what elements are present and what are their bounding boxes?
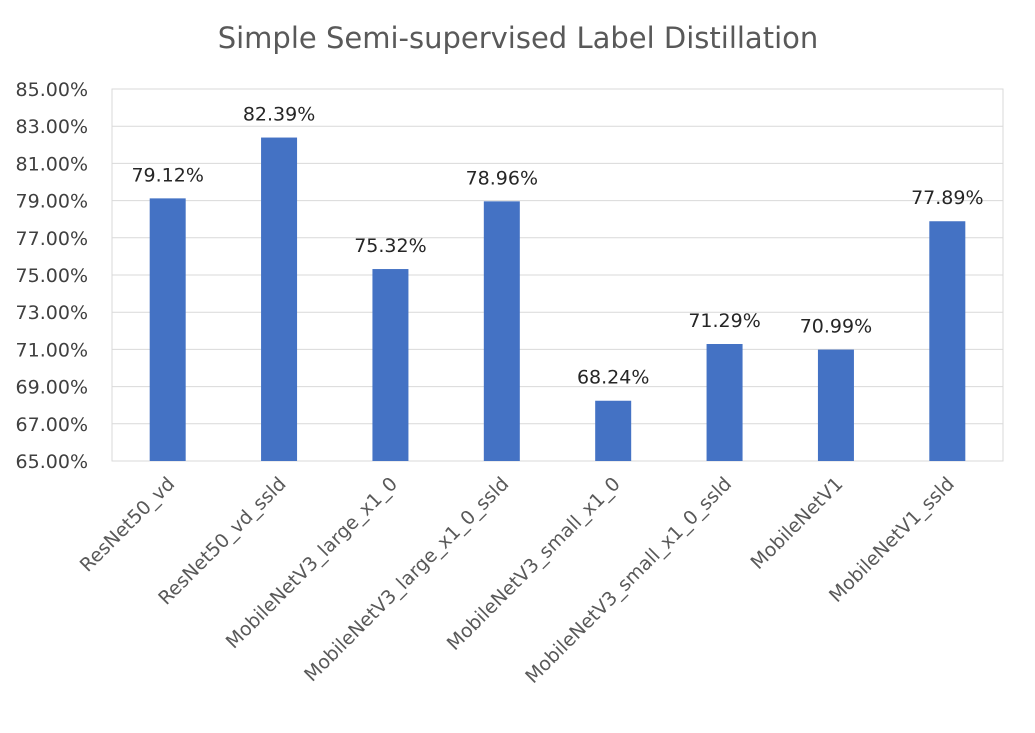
category-label: MobileNetV3_large_x1_0_ssld (300, 473, 513, 686)
data-label: 71.29% (688, 310, 760, 332)
chart-title: Simple Semi-supervised Label Distillatio… (218, 21, 819, 55)
data-labels: 79.12% 82.39% 75.32% 78.96% 68.24% 71.29% 70.9… (131, 104, 983, 389)
category-label: MobileNetV3_small_x1_0_ssld (521, 473, 736, 688)
data-label: 70.99% (800, 316, 872, 338)
y-tick-label: 79.00% (16, 191, 88, 213)
y-tick-label: 69.00% (16, 377, 88, 399)
y-axis-ticks: 65.00% 67.00% 69.00% 71.00% 73.00% 75.00% 77.0… (16, 79, 88, 473)
bar (595, 400, 632, 461)
y-tick-label: 65.00% (16, 451, 88, 473)
bar (149, 198, 186, 462)
y-tick-label: 71.00% (16, 339, 88, 361)
y-tick-label: 75.00% (16, 265, 88, 287)
bar (261, 137, 298, 461)
y-tick-label: 83.00% (16, 116, 88, 138)
x-axis-categories: ResNet50_vdResNet50_vd_ssldMobileNetV3_l… (76, 473, 959, 688)
plot-area-frame (111, 88, 1004, 462)
y-tick-label: 67.00% (16, 414, 88, 436)
gridlines (111, 88, 1004, 462)
bar (372, 269, 409, 461)
bars (149, 137, 966, 462)
data-label: 75.32% (354, 235, 426, 257)
bar (706, 344, 743, 461)
data-label: 78.96% (466, 167, 538, 189)
bar (929, 221, 966, 461)
category-label: MobileNetV1_ssld (825, 473, 959, 607)
data-label: 79.12% (131, 164, 203, 186)
y-tick-label: 81.00% (16, 153, 88, 175)
category-label: ResNet50_vd (76, 473, 179, 576)
bar (817, 349, 854, 461)
y-tick-label: 77.00% (16, 228, 88, 250)
bar (483, 201, 520, 461)
y-tick-label: 85.00% (16, 79, 88, 101)
data-label: 68.24% (577, 367, 649, 389)
y-tick-label: 73.00% (16, 302, 88, 324)
data-label: 77.89% (911, 187, 983, 209)
data-label: 82.39% (243, 104, 315, 126)
category-label: MobileNetV1 (747, 473, 848, 574)
